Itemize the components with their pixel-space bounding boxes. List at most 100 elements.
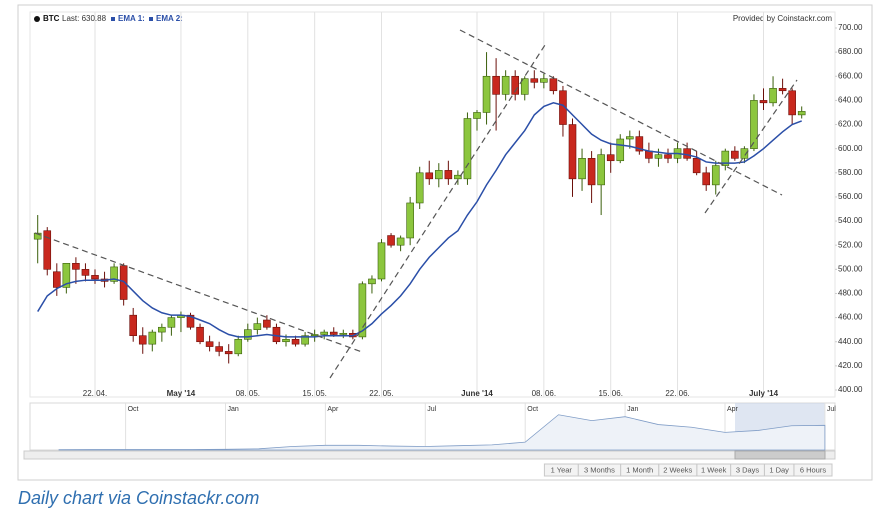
legend-symbol: [111, 17, 115, 21]
x-tick-label: 08. 05.: [236, 389, 260, 398]
candle-body: [310, 334, 319, 337]
navigator-tick-label: Oct: [527, 406, 538, 413]
candle-body: [368, 278, 376, 285]
candle-body: [616, 138, 625, 162]
candle-body: [33, 232, 42, 240]
range-button-label[interactable]: 3 Days: [736, 465, 760, 474]
y-tick-label: 480.00: [838, 289, 863, 298]
range-button[interactable]: [543, 463, 579, 477]
candle-body: [110, 266, 118, 282]
y-tick-label: 540.00: [838, 216, 863, 225]
candle-body: [387, 235, 395, 246]
range-button-label[interactable]: 1 Week: [701, 465, 727, 474]
navigator-series: Oct Jan Apr Jul Oct Jan Apr Jul: [58, 403, 836, 451]
plot-area: [29, 11, 836, 398]
legend-label: BTC: [43, 14, 60, 23]
candle-body: [597, 154, 605, 186]
candle-body: [702, 172, 711, 186]
y-tick-label: 620.00: [838, 120, 863, 129]
candle-body: [406, 202, 414, 239]
range-button-label[interactable]: 1 Year: [551, 465, 573, 474]
legend-symbol: [149, 17, 153, 21]
candle-body: [444, 170, 453, 180]
scrollbar-thumb[interactable]: [734, 450, 826, 460]
candle-body: [683, 148, 691, 159]
candle-body: [797, 111, 806, 116]
range-button-label[interactable]: 6 Hours: [800, 465, 827, 474]
legend-symbol: [34, 16, 40, 22]
candle-body: [138, 335, 147, 345]
candle-body: [43, 230, 52, 270]
candle-body: [263, 319, 271, 328]
candle-body: [625, 136, 634, 140]
candle-body: [148, 331, 157, 345]
x-tick-label: 22. 04.: [83, 389, 107, 398]
range-button-label[interactable]: 2 Weeks: [663, 465, 692, 474]
x-tick-label: 22. 05.: [369, 389, 393, 398]
y-tick-label: 500.00: [838, 264, 863, 273]
scrollbar[interactable]: [23, 450, 836, 460]
candle-body: [186, 314, 195, 328]
candle-body: [473, 112, 481, 119]
candle-body: [587, 158, 596, 186]
candle-body: [129, 314, 137, 337]
credit: Provided by Coinstackr.com: [733, 14, 832, 23]
y-tick-label: 640.00: [838, 96, 863, 105]
legend: BTC Last: 630.88 EMA 1: EMA 2:: [34, 14, 183, 23]
navigator-area: [58, 414, 826, 451]
y-tick-label: 440.00: [838, 337, 863, 346]
candle-body: [645, 150, 653, 159]
navigator-tick-label: Oct: [128, 406, 139, 413]
candle-body: [520, 78, 529, 95]
candle-body: [396, 237, 405, 246]
candle-body: [788, 90, 796, 116]
navigator-tick-label: Jul: [427, 406, 436, 413]
y-tick-label: 660.00: [838, 71, 863, 80]
marks: [33, 52, 806, 364]
chart-frame: [17, 4, 873, 481]
candle-body: [635, 136, 644, 152]
candle-body: [559, 90, 567, 125]
candle-body: [301, 335, 309, 345]
candle-body: [425, 172, 434, 180]
legend-label: EMA 1:: [118, 14, 145, 23]
candle-body: [692, 158, 701, 174]
x-tick-label: June '14: [461, 389, 493, 398]
range-button-label[interactable]: 1 Day: [769, 465, 789, 474]
candle-body: [759, 100, 768, 104]
y-tick-label: 700.00: [838, 23, 863, 32]
x-tick-label: 15. 06.: [598, 389, 622, 398]
navigator-tick-label: Jul: [827, 406, 836, 413]
candle-body: [205, 341, 214, 347]
candle-body: [454, 174, 462, 180]
candle-body: [320, 331, 329, 335]
trend-line: [34, 232, 363, 353]
candle-body: [234, 339, 243, 355]
trend-lines: [34, 29, 798, 379]
ema-line: [37, 102, 802, 338]
candle-body: [501, 75, 510, 95]
legend-label: EMA 2:: [156, 14, 183, 23]
range-selector: 6 Hours 1 Day 3 Days 1 Week 2 Weeks 1 Month 3 …: [543, 463, 833, 477]
candle-body: [415, 172, 424, 204]
candle-body: [750, 100, 758, 149]
y-tick-label: 600.00: [838, 144, 863, 153]
candle-body: [549, 78, 558, 92]
candle-body: [215, 346, 223, 352]
range-button-label[interactable]: 3 Months: [584, 465, 615, 474]
candle-body: [664, 154, 672, 159]
candle-body: [654, 154, 663, 159]
candle-body: [434, 170, 443, 180]
candle-body: [282, 339, 290, 343]
range-button-label[interactable]: 1 Month: [626, 465, 653, 474]
candle-body: [339, 332, 348, 335]
candle-body: [721, 150, 730, 166]
y-tick-label: 400.00: [838, 385, 863, 394]
candle-body: [578, 158, 586, 180]
candle-body: [606, 154, 615, 162]
trend-line: [459, 29, 783, 196]
candle-body: [568, 124, 577, 180]
candle-body: [492, 75, 500, 95]
